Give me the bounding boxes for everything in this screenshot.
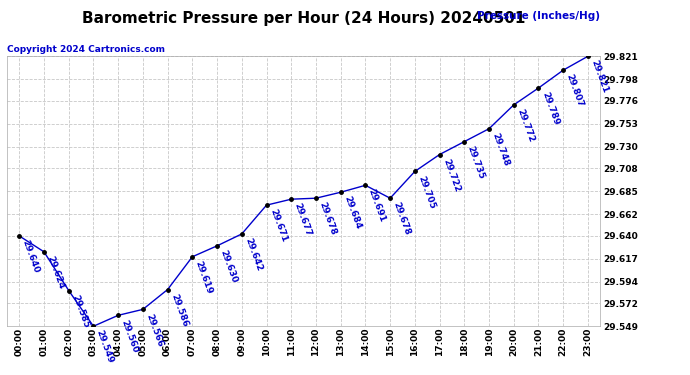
Text: 29.560: 29.560: [119, 318, 140, 354]
Text: 29.619: 29.619: [194, 260, 214, 296]
Text: 29.772: 29.772: [515, 108, 535, 144]
Text: 29.678: 29.678: [317, 201, 337, 237]
Text: 29.671: 29.671: [268, 208, 288, 244]
Text: 29.748: 29.748: [491, 132, 511, 168]
Text: 29.566: 29.566: [144, 312, 165, 348]
Text: 29.735: 29.735: [466, 144, 486, 180]
Text: Barometric Pressure per Hour (24 Hours) 20240501: Barometric Pressure per Hour (24 Hours) …: [82, 11, 525, 26]
Text: 29.821: 29.821: [589, 59, 610, 95]
Text: 29.807: 29.807: [564, 73, 585, 109]
Text: 29.549: 29.549: [95, 329, 115, 365]
Text: 29.789: 29.789: [540, 91, 560, 127]
Text: 29.630: 29.630: [219, 249, 239, 284]
Text: 29.624: 29.624: [46, 255, 66, 290]
Text: Pressure (Inches/Hg): Pressure (Inches/Hg): [477, 11, 600, 21]
Text: 29.684: 29.684: [342, 195, 362, 231]
Text: 29.586: 29.586: [169, 292, 189, 328]
Text: 29.691: 29.691: [367, 188, 387, 224]
Text: 29.585: 29.585: [70, 293, 90, 329]
Text: 29.642: 29.642: [243, 237, 264, 273]
Text: 29.722: 29.722: [441, 157, 462, 193]
Text: Copyright 2024 Cartronics.com: Copyright 2024 Cartronics.com: [7, 45, 165, 54]
Text: 29.677: 29.677: [293, 202, 313, 238]
Text: 29.678: 29.678: [391, 201, 412, 237]
Text: 29.640: 29.640: [21, 239, 41, 274]
Text: 29.705: 29.705: [416, 174, 437, 210]
